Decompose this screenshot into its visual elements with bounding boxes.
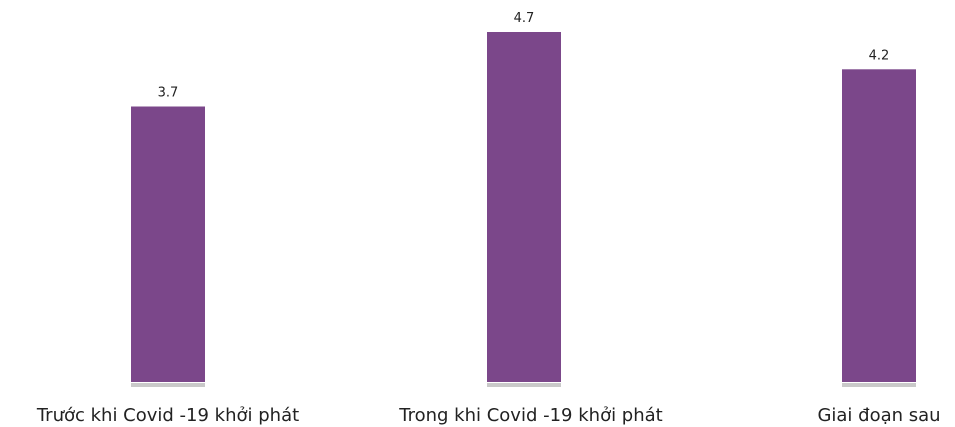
category-labels-group: Trước khi Covid -19 khởi phát Trong khi C… (36, 405, 941, 426)
category-label-1: Trước khi Covid -19 khởi phát (36, 405, 299, 426)
bar-1 (131, 106, 205, 382)
bar-2 (487, 32, 561, 382)
data-labels-group: 3.7 4.7 4.2 (158, 11, 890, 101)
category-label-3: Giai đoạn sau (817, 405, 940, 426)
data-label-1: 3.7 (158, 86, 179, 101)
data-label-2: 4.7 (514, 11, 535, 26)
baseline-1 (131, 383, 205, 387)
baseline-3 (842, 383, 916, 387)
baseline-segments (131, 383, 916, 387)
category-label-2: Trong khi Covid -19 khởi phát (398, 405, 662, 426)
bars-group (131, 32, 916, 383)
baseline-2 (487, 383, 561, 387)
bar-3 (842, 69, 916, 383)
data-label-3: 4.2 (869, 48, 890, 63)
